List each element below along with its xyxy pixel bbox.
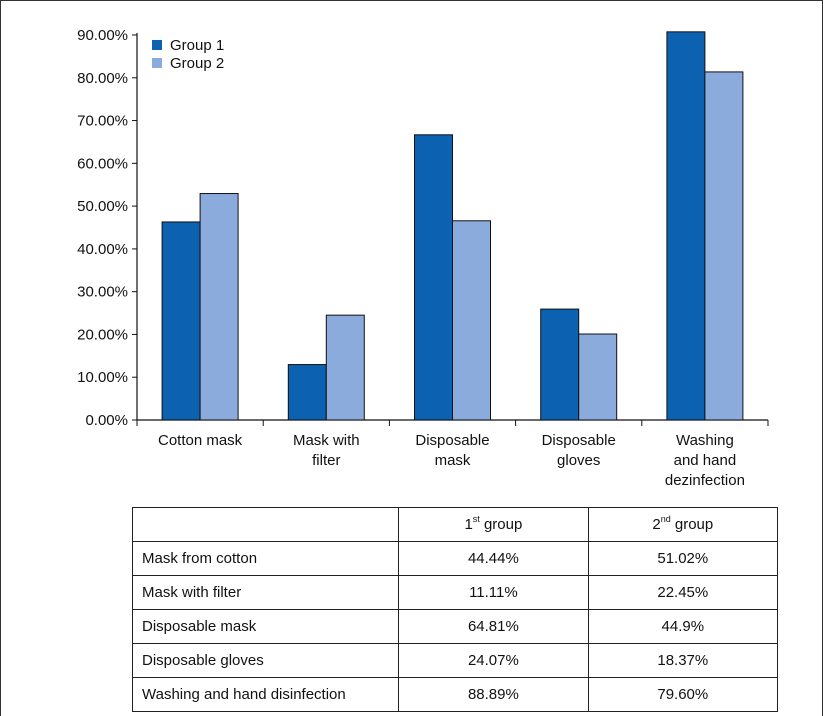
group-1-value: 44.44% [398,541,589,576]
table-row: Mask with filter 11.11% 22.45% [131,575,779,610]
bar [287,364,327,421]
bar [161,221,201,421]
y-tick-label: 40.00% [77,241,128,258]
bar [325,314,365,421]
table-header-group-1: 1st group [398,507,589,542]
x-category-label: Mask with filter [293,432,360,469]
bar [578,333,618,421]
legend-label: Group 2 [170,55,224,72]
y-tick-label: 70.00% [77,113,128,130]
x-category-label: Cotton mask [158,432,243,449]
table-header-group-2: 2nd group [587,507,779,542]
bar [704,71,744,421]
y-tick-label: 30.00% [77,284,128,301]
table-header-blank [131,507,400,542]
group-1-value: 11.11% [398,575,589,610]
y-tick-label: 50.00% [77,198,128,215]
row-label: Mask with filter [131,575,400,610]
table-row: Disposable gloves 24.07% 18.37% [131,643,779,678]
group-1-value: 24.07% [398,643,589,678]
x-category-label: Washing and hand dezinfection [665,432,745,489]
legend-swatch [152,58,162,68]
bar [540,308,580,421]
x-category-label: Disposable gloves [542,432,616,469]
row-label: Disposable mask [131,609,400,644]
group-1-value: 64.81% [398,609,589,644]
group-2-value: 79.60% [587,677,779,712]
table-row: Washing and hand disinfection 88.89% 79.… [131,677,779,712]
bar [199,193,239,421]
legend-swatch [152,40,162,50]
y-tick-label: 60.00% [77,155,128,172]
bar [666,31,706,421]
y-tick-label: 0.00% [85,412,128,429]
row-label: Mask from cotton [131,541,400,576]
y-tick-label: 80.00% [77,70,128,87]
bar [414,134,453,421]
group-2-value: 22.45% [587,575,779,610]
table-row: Disposable mask 64.81% 44.9% [131,609,779,644]
row-label: Washing and hand disinfection [131,677,400,712]
y-tick-label: 90.00% [77,27,128,44]
bar-chart: 0.00% 10.00% 20.00% 30.00% 40.00% 50.00% 60.00… [77,27,769,489]
legend-label: Group 1 [170,37,224,54]
group-2-value: 44.9% [587,609,779,644]
data-table: 1st group 2nd group Mask from cotton 44.… [131,507,779,712]
table-header-row: 1st group 2nd group [131,507,779,542]
table-row: Mask from cotton 44.44% 51.02% [131,541,779,576]
y-tick-label: 10.00% [77,369,128,386]
group-2-value: 51.02% [587,541,779,576]
group-2-value: 18.37% [587,643,779,678]
group-1-value: 88.89% [398,677,589,712]
x-category-label: Disposable mask [415,432,489,469]
y-tick-label: 20.00% [77,326,128,343]
row-label: Disposable gloves [131,643,400,678]
bar [452,220,491,421]
